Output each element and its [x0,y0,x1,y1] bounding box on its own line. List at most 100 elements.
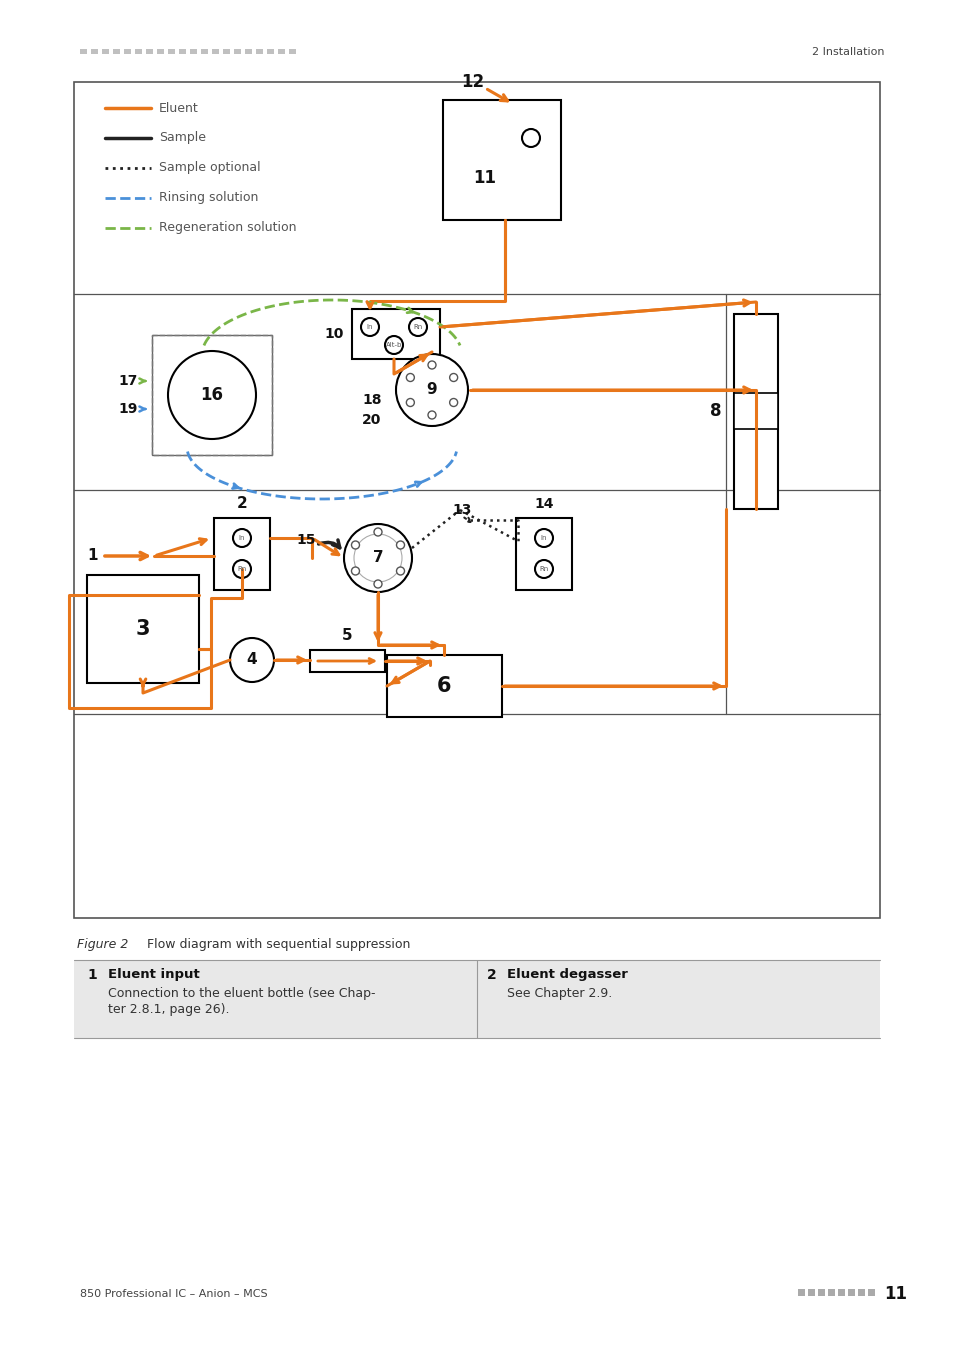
Text: 15: 15 [296,533,315,547]
Text: 2: 2 [236,497,247,512]
Circle shape [428,410,436,418]
Text: 11: 11 [883,1285,906,1303]
Circle shape [344,524,412,593]
Circle shape [428,360,436,369]
Text: Eluent: Eluent [159,101,198,115]
Circle shape [521,130,539,147]
Text: Rn: Rn [237,566,247,572]
Circle shape [230,639,274,682]
Bar [277,49,285,54]
Text: 5: 5 [341,629,352,644]
Text: 20: 20 [362,413,381,427]
Text: Rn: Rn [538,566,548,572]
Bar [124,49,131,54]
Circle shape [449,398,457,406]
Bar [857,1289,864,1296]
Text: 7: 7 [373,551,383,566]
Bar [310,649,385,672]
Circle shape [233,560,251,578]
Bar [807,1289,814,1296]
Text: Rinsing solution: Rinsing solution [159,192,258,204]
Text: 2 Installation: 2 Installation [812,47,884,57]
Text: 1: 1 [87,968,96,981]
Text: Connection to the eluent bottle (see Chap-: Connection to the eluent bottle (see Cha… [108,987,375,1000]
Bar [847,1289,854,1296]
Text: 12: 12 [461,73,484,90]
Text: 6: 6 [436,676,451,697]
Bar [112,49,120,54]
Text: Rn: Rn [413,324,422,329]
Circle shape [351,541,359,549]
Bar [817,1289,824,1296]
Bar [179,49,186,54]
Circle shape [396,567,404,575]
Bar [442,100,560,220]
Bar [387,655,501,717]
Text: In: In [540,535,547,541]
Circle shape [374,528,381,536]
Bar [168,49,174,54]
Bar [212,49,219,54]
Bar [146,49,152,54]
Bar [152,335,272,455]
Circle shape [374,580,381,589]
Bar [201,49,208,54]
Text: 18: 18 [362,393,381,406]
Circle shape [395,354,468,427]
Bar [827,1289,834,1296]
Text: 1: 1 [88,548,98,563]
Text: Eluent input: Eluent input [108,968,199,981]
Bar [516,518,572,590]
Text: Regeneration solution: Regeneration solution [159,221,296,235]
Bar [74,960,879,1038]
Text: Flow diagram with sequential suppression: Flow diagram with sequential suppression [131,938,410,950]
Text: 13: 13 [452,504,471,517]
Text: 19: 19 [118,402,137,416]
Circle shape [396,541,404,549]
Text: 11: 11 [473,169,496,188]
Bar [733,393,778,429]
Text: See Chapter 2.9.: See Chapter 2.9. [506,987,612,1000]
Text: Sample: Sample [159,131,206,144]
Bar [91,49,98,54]
Text: 8: 8 [709,402,721,420]
Circle shape [406,374,414,382]
Bar [837,1289,844,1296]
Text: ter 2.8.1, page 26).: ter 2.8.1, page 26). [108,1003,230,1017]
Circle shape [535,529,553,547]
Bar [190,49,196,54]
Text: Figure 2: Figure 2 [77,938,129,950]
Bar [87,575,199,683]
Bar [867,1289,874,1296]
Text: 16: 16 [200,386,223,404]
Bar [152,335,272,455]
Circle shape [351,567,359,575]
Circle shape [409,319,427,336]
Text: In: In [366,324,373,329]
Text: 10: 10 [324,327,343,342]
Text: 4: 4 [247,652,257,667]
Bar [289,49,295,54]
Circle shape [360,319,378,336]
Circle shape [233,529,251,547]
Circle shape [535,560,553,578]
Text: Eluent degasser: Eluent degasser [506,968,627,981]
Bar [267,49,274,54]
Text: 14: 14 [534,497,553,512]
Text: 3: 3 [135,620,150,639]
Text: 17: 17 [118,374,137,387]
Text: 9: 9 [426,382,436,397]
Text: Alt-b: Alt-b [385,342,402,348]
Bar [223,49,230,54]
Bar [74,82,879,918]
Text: 850 Professional IC – Anion – MCS: 850 Professional IC – Anion – MCS [80,1289,268,1299]
Bar [797,1289,804,1296]
Circle shape [385,336,402,354]
Text: In: In [238,535,245,541]
Bar [255,49,263,54]
Bar [233,49,241,54]
Bar [733,315,778,509]
Bar [157,49,164,54]
Circle shape [406,398,414,406]
Circle shape [449,374,457,382]
